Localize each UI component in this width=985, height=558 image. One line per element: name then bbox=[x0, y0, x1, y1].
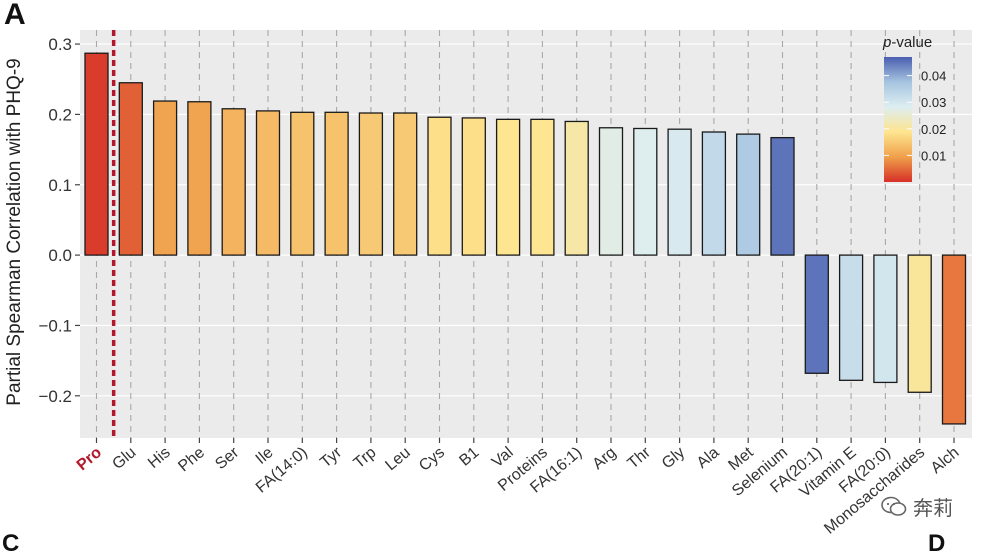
bar-alch bbox=[941, 254, 967, 425]
x-tick-label: Pro bbox=[74, 444, 106, 474]
bar-ser bbox=[221, 108, 246, 256]
bar-b1 bbox=[461, 117, 486, 256]
bar-selenium bbox=[770, 136, 795, 256]
bar-vitamin-e bbox=[838, 254, 864, 381]
legend-tick-label: 0.01 bbox=[921, 148, 946, 163]
x-tick-label: Thr bbox=[625, 444, 655, 473]
y-axis: −0.2 −0.1 0.0 0.1 0.2 0.3 bbox=[38, 35, 80, 406]
legend-tick-label: 0.03 bbox=[921, 95, 946, 110]
x-tick-label: Tyr bbox=[317, 444, 345, 472]
y-tick-label: 0.0 bbox=[48, 246, 72, 265]
x-tick-label: Cys bbox=[416, 444, 448, 475]
x-tick-label: Gly bbox=[659, 444, 688, 472]
y-tick-label: 0.1 bbox=[48, 176, 72, 195]
bar-fa-20-0- bbox=[873, 254, 898, 384]
bar-proteins bbox=[530, 118, 555, 256]
bar-phe bbox=[187, 101, 212, 256]
p-value-legend: p-value 0.04 0.03 0.02 0.01 bbox=[882, 34, 946, 182]
legend-tick-label: 0.04 bbox=[921, 69, 946, 84]
wechat-icon bbox=[881, 496, 907, 516]
bar-tyr bbox=[324, 111, 349, 256]
bar-thr bbox=[633, 127, 658, 256]
y-tick-label: 0.2 bbox=[48, 105, 72, 124]
x-tick-label: His bbox=[145, 444, 174, 472]
bar-gly bbox=[667, 128, 692, 256]
x-tick-label: Ser bbox=[212, 444, 243, 473]
legend-title: p-value bbox=[882, 34, 932, 51]
bar-cys bbox=[427, 116, 452, 256]
bar-met bbox=[736, 133, 761, 256]
bar-fa-16-1- bbox=[564, 120, 589, 256]
bar-his bbox=[152, 100, 178, 256]
legend-tick-label: 0.02 bbox=[921, 122, 946, 137]
bar-pro bbox=[84, 52, 109, 256]
x-tick-label: Arg bbox=[590, 444, 620, 473]
x-tick-label: Glu bbox=[109, 444, 139, 473]
bar-monosaccharides bbox=[907, 254, 932, 393]
bar-fa-14-0- bbox=[290, 111, 315, 256]
watermark-text: 奔莉 bbox=[913, 496, 953, 520]
bar-ala bbox=[701, 131, 727, 256]
x-tick-label: Alch bbox=[928, 444, 963, 477]
y-tick-label: −0.2 bbox=[38, 387, 72, 406]
watermark: 奔莉 bbox=[881, 492, 953, 521]
x-tick-label: Ala bbox=[694, 444, 723, 472]
bar-fa-20-1- bbox=[804, 254, 829, 374]
bar-leu bbox=[393, 112, 418, 256]
x-tick-label: Leu bbox=[382, 444, 413, 474]
plot-background bbox=[80, 30, 972, 438]
bars bbox=[84, 30, 967, 438]
legend-colorbar bbox=[884, 57, 912, 182]
bar-glu bbox=[118, 82, 143, 256]
bar-val bbox=[495, 118, 521, 256]
bar-arg bbox=[598, 127, 624, 256]
bar-ile bbox=[255, 110, 281, 256]
x-tick-label: Trp bbox=[351, 444, 380, 472]
x-tick-label: Phe bbox=[175, 444, 208, 475]
panel-letter-a: A bbox=[4, 0, 26, 31]
x-tick-label: B1 bbox=[456, 444, 482, 470]
y-tick-label: −0.1 bbox=[38, 316, 72, 335]
y-axis-label: Partial Spearman Correlation with PHQ-9 bbox=[4, 58, 25, 405]
x-tick-label: Ile bbox=[253, 444, 277, 468]
bar-trp bbox=[358, 112, 384, 256]
y-tick-label: 0.3 bbox=[48, 35, 72, 54]
